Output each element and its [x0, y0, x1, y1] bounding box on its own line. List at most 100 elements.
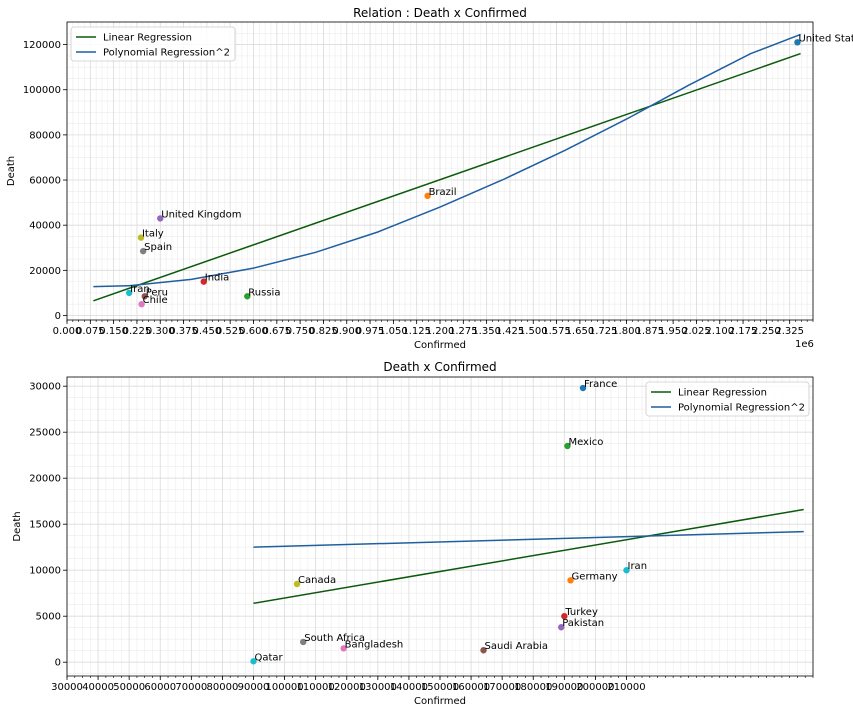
x-tick-label: 1.050: [379, 326, 408, 337]
point-label: Brazil: [429, 187, 457, 198]
x-tick-label: 0.375: [169, 326, 198, 337]
point-label: Peru: [146, 287, 168, 298]
x-tick-label: 1.125: [402, 326, 431, 337]
y-tick-label: 60000: [29, 176, 61, 187]
x-tick-label: 120000: [328, 682, 366, 693]
regression-line: [253, 508, 804, 605]
x-tick-label: 200000: [576, 682, 614, 693]
y-tick-label: 0: [55, 311, 61, 322]
regression-line: [93, 52, 801, 302]
y-axis-label: Death: [12, 511, 23, 541]
x-tick-label: 0.450: [193, 326, 222, 337]
x-tick-label: 1.425: [496, 326, 525, 337]
x-tick-label: 100000: [265, 682, 303, 693]
x-tick-label: 2.025: [682, 326, 711, 337]
data-point: [139, 247, 147, 255]
x-tick-label: 0.300: [146, 326, 175, 337]
y-tick-label: 15000: [29, 520, 61, 531]
data-point: [300, 638, 307, 646]
legend-label: Polynomial Regression^2: [103, 48, 230, 59]
data-point: [250, 658, 257, 665]
data-point: [794, 39, 801, 46]
point-label: Italy: [142, 229, 164, 240]
y-axis-label: Death: [6, 156, 17, 186]
point-label: Iran: [628, 561, 648, 572]
data-point: [561, 613, 568, 620]
point-label: Chile: [143, 295, 168, 306]
axis-offset-label: 1e6: [795, 339, 814, 350]
point-label: Germany: [572, 571, 618, 582]
x-tick-label: 140000: [390, 682, 428, 693]
x-tick-label: 130000: [359, 682, 397, 693]
point-label: Qatar: [255, 652, 284, 663]
data-point: [157, 215, 164, 222]
y-tick-label: 25000: [29, 428, 61, 439]
x-tick-label: 2.100: [705, 326, 734, 337]
y-tick-label: 40000: [29, 221, 61, 232]
data-point: [244, 293, 251, 300]
data-point: [200, 278, 207, 285]
legend-box: [645, 381, 810, 417]
x-tick-label: 0.525: [216, 326, 245, 337]
data-point: [141, 293, 148, 300]
x-tick-label: 150000: [421, 682, 459, 693]
legend-box: [70, 26, 236, 62]
x-tick-label: 0.075: [76, 326, 105, 337]
chart-title: Relation : Death x Confirmed: [353, 6, 527, 20]
point-label: Mexico: [568, 437, 603, 448]
x-tick-label: 80000: [207, 682, 239, 693]
x-tick-label: 90000: [238, 682, 270, 693]
x-tick-label: 0.900: [332, 326, 361, 337]
y-tick-label: 120000: [23, 40, 61, 51]
legend-label: Linear Regression: [103, 33, 192, 44]
point-label: Pakistan: [562, 618, 604, 629]
point-label: France: [584, 379, 617, 390]
data-point: [125, 289, 133, 297]
x-tick-label: 1.350: [472, 326, 501, 337]
y-tick-label: 10000: [29, 566, 61, 577]
y-tick-label: 20000: [29, 474, 61, 485]
point-label: Iran: [130, 284, 150, 295]
data-point: [564, 442, 571, 450]
point-label: Spain: [144, 242, 172, 253]
regression-line: [93, 33, 801, 288]
x-tick-label: 2.325: [775, 326, 804, 337]
x-tick-label: 210000: [607, 682, 645, 693]
data-point: [567, 577, 574, 584]
x-tick-label: 1.275: [449, 326, 478, 337]
x-tick-label: 1.875: [635, 326, 664, 337]
x-tick-label: 60000: [144, 682, 176, 693]
y-tick-label: 0: [55, 658, 61, 669]
data-point: [579, 384, 587, 392]
point-label: Russia: [248, 287, 280, 298]
x-tick-label: 40000: [82, 682, 114, 693]
x-tick-label: 0.600: [239, 326, 268, 337]
x-tick-label: 50000: [113, 682, 145, 693]
y-tick-label: 80000: [29, 130, 61, 141]
x-tick-label: 1.725: [589, 326, 618, 337]
y-tick-label: 100000: [23, 85, 61, 96]
x-tick-label: 0.000: [53, 326, 82, 337]
data-point: [138, 300, 145, 308]
x-tick-label: 70000: [175, 682, 207, 693]
x-axis-label: Confirmed: [414, 340, 466, 351]
data-point: [623, 567, 630, 574]
x-tick-label: 1.575: [542, 326, 571, 337]
data-point: [293, 580, 301, 588]
data-point: [137, 234, 145, 241]
regression-line: [253, 530, 804, 548]
x-tick-label: 0.150: [99, 326, 128, 337]
point-label: South Africa: [304, 633, 365, 644]
x-tick-label: 0.675: [262, 326, 291, 337]
x-tick-label: 1.800: [612, 326, 641, 337]
x-tick-label: 1.500: [519, 326, 548, 337]
point-label: Turkey: [564, 607, 598, 618]
x-tick-label: 0.750: [286, 326, 315, 337]
x-tick-label: 30000: [51, 682, 83, 693]
y-tick-label: 30000: [29, 382, 61, 393]
x-tick-label: 1.200: [426, 326, 455, 337]
chart-title: Death x Confirmed: [383, 360, 496, 374]
point-label: Bangladesh: [345, 639, 404, 650]
legend-label: Polynomial Regression^2: [678, 403, 805, 414]
